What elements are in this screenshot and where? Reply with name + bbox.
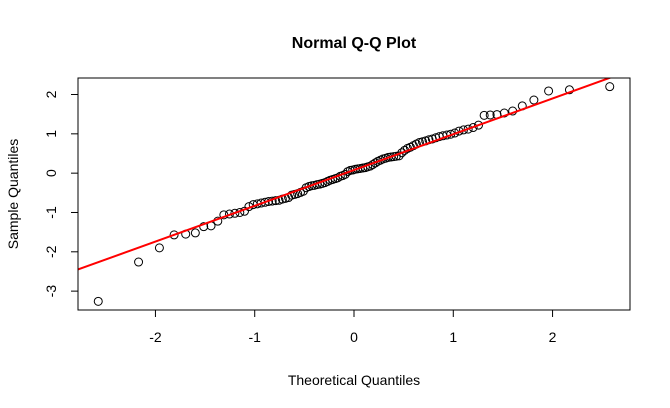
data-point	[154, 243, 164, 253]
data-point	[485, 110, 495, 120]
x-tick-label: -2	[149, 329, 162, 345]
x-tick-label: 1	[449, 329, 457, 345]
y-axis-label: Sample Quantiles	[5, 139, 21, 250]
data-point	[260, 197, 270, 207]
data-point	[605, 82, 615, 92]
y-tick-label: 1	[43, 130, 59, 138]
data-point	[499, 108, 509, 118]
y-tick-label: -3	[43, 285, 59, 298]
x-tick-label: 0	[350, 329, 358, 345]
y-tick-label: -2	[43, 245, 59, 258]
chart-title: Normal Q-Q Plot	[292, 35, 417, 52]
data-point	[230, 208, 240, 218]
data-point	[134, 257, 144, 267]
x-axis-label: Theoretical Quantiles	[288, 372, 420, 388]
data-point	[473, 120, 483, 130]
x-tick-label: -1	[248, 329, 261, 345]
data-point	[93, 296, 103, 306]
x-tick-label: 2	[549, 329, 557, 345]
reference-line	[78, 78, 613, 271]
y-tick-label: 0	[43, 169, 59, 177]
y-tick-label: 2	[43, 90, 59, 98]
y-tick-label: -1	[43, 206, 59, 219]
data-point	[564, 85, 574, 95]
plot-frame	[77, 77, 631, 311]
data-point	[169, 230, 179, 240]
data-point	[544, 86, 554, 96]
data-point	[529, 95, 539, 105]
data-point	[190, 228, 200, 238]
data-point	[479, 110, 489, 120]
data-point	[397, 148, 407, 158]
data-point	[463, 124, 473, 134]
